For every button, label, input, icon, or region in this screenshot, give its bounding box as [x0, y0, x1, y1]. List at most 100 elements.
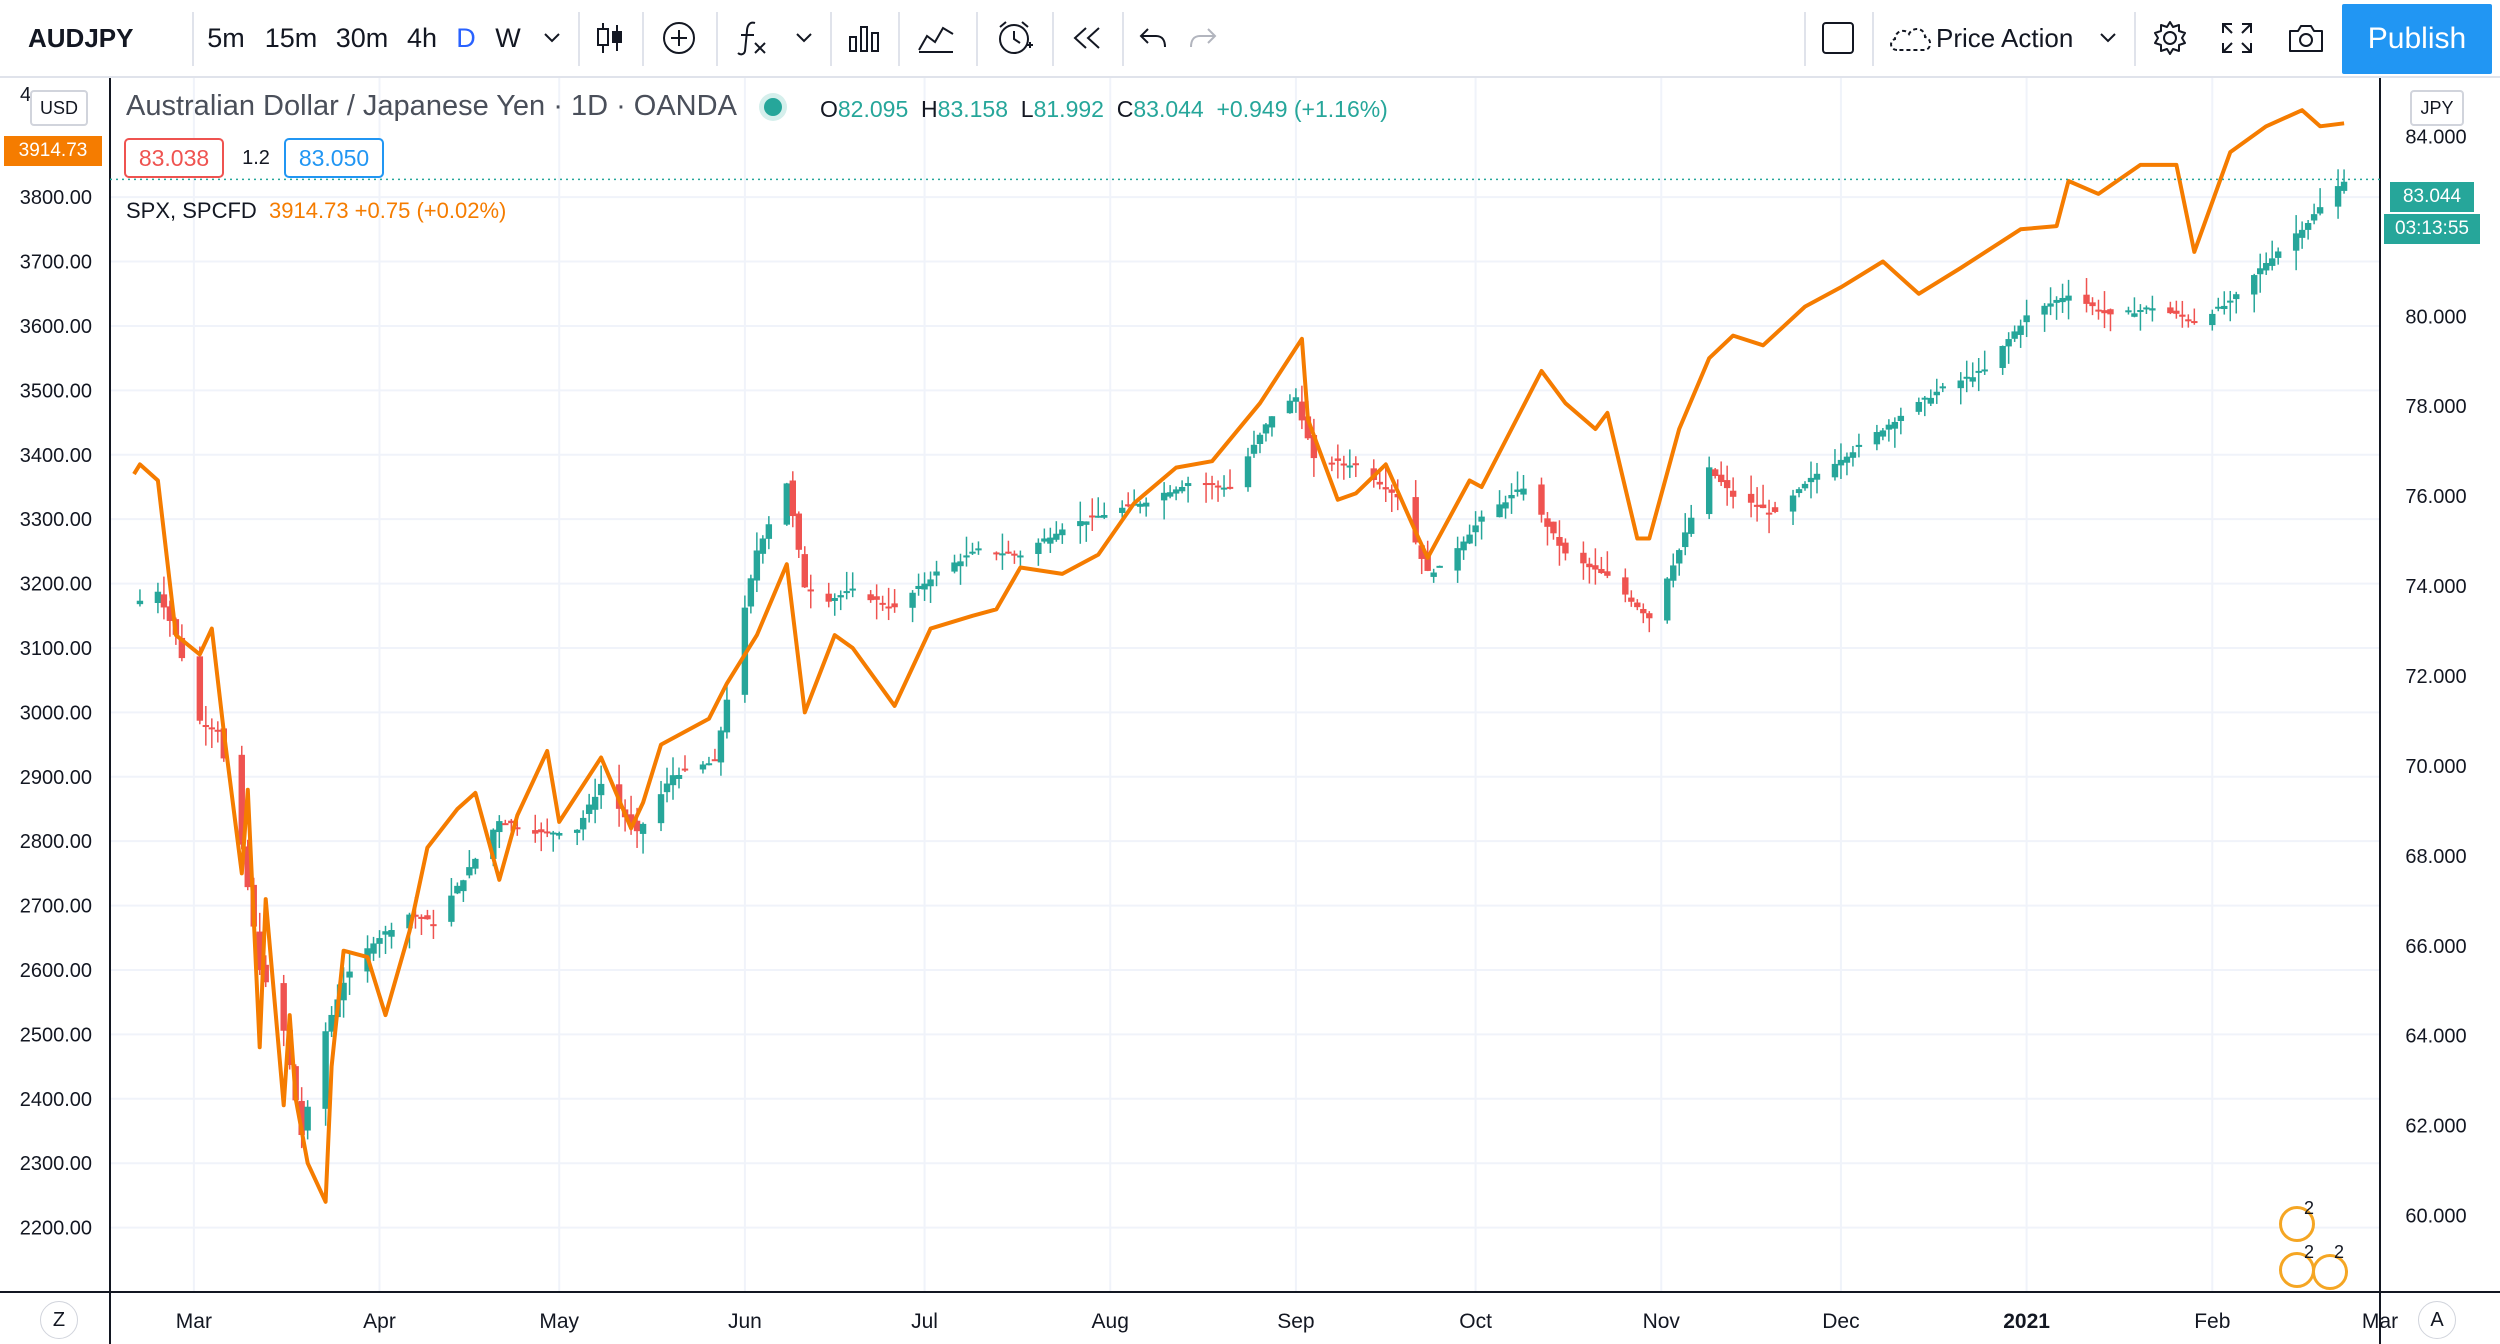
candle	[1418, 545, 1425, 575]
chevron-down-icon[interactable]	[2090, 0, 2126, 76]
candle-body	[1136, 503, 1144, 507]
chevron-down-icon[interactable]	[786, 0, 822, 76]
price-chart[interactable]: 2200.00 2300.00 2400.00 2500.00 2600.00 2700.…	[0, 78, 2500, 1344]
compare-series-legend[interactable]: SPX, SPCFD 3914.73 +0.75 (+0.02%)	[126, 198, 506, 224]
candles-chart-type-icon[interactable]	[584, 0, 636, 76]
candle	[1586, 557, 1593, 584]
interval-w[interactable]: W	[495, 22, 521, 53]
gear-icon[interactable]	[2140, 0, 2200, 76]
publish-button[interactable]: Publish	[2342, 4, 2492, 74]
candle-body	[1244, 456, 1252, 488]
candle	[1136, 501, 1144, 514]
candle	[1682, 513, 1689, 556]
candle-body	[1604, 571, 1611, 576]
candle-body	[753, 550, 761, 581]
candle-body	[1520, 488, 1527, 495]
chevron-down-icon[interactable]	[534, 0, 570, 76]
left-axis-currency-badge[interactable]: USD	[30, 90, 88, 126]
candle-body	[1298, 401, 1306, 421]
candle	[1256, 432, 1264, 454]
economic-event-flag-icon[interactable]	[2279, 1206, 2315, 1242]
candle-body	[789, 480, 796, 517]
interval-5m[interactable]: 5m	[207, 22, 245, 53]
candle	[711, 748, 719, 762]
candle	[1352, 456, 1360, 478]
sell-bid-button[interactable]: 83.038	[124, 138, 224, 178]
candle	[1334, 444, 1342, 479]
candle-body	[885, 606, 892, 609]
candle-body	[1598, 568, 1605, 574]
interval-15m[interactable]: 15m	[264, 22, 318, 53]
candle	[795, 511, 802, 559]
candle-body	[2053, 299, 2060, 303]
auto-scale-button[interactable]: A	[2418, 1301, 2456, 1339]
candle-body	[783, 483, 791, 525]
compare-add-icon[interactable]	[650, 0, 708, 76]
camera-icon[interactable]	[2276, 0, 2336, 76]
candle-body	[1939, 386, 1946, 389]
candle	[1975, 358, 1982, 392]
right-axis-currency-badge[interactable]: JPY	[2410, 90, 2464, 126]
candle	[1202, 472, 1210, 503]
candle	[927, 571, 934, 603]
candle	[1885, 419, 1893, 442]
right-axis-tick: 60.000	[2405, 1206, 2466, 1228]
candle-body	[801, 554, 808, 588]
low-value: 81.992	[1033, 96, 1104, 122]
candle	[1801, 481, 1809, 491]
layout-square-icon[interactable]	[1810, 0, 1866, 76]
series-title[interactable]: Australian Dollar / Japanese Yen · 1D · …	[126, 90, 737, 122]
replay-rewind-icon[interactable]	[1056, 0, 1118, 76]
candle-body	[346, 971, 353, 978]
left-axis-tick: 2600.00	[20, 960, 92, 982]
left-axis-tick: 2900.00	[20, 767, 92, 789]
candle	[1849, 445, 1857, 467]
candle-body	[538, 829, 545, 833]
fullscreen-icon[interactable]	[2206, 0, 2268, 76]
candle	[801, 546, 808, 588]
candle-body	[1334, 458, 1342, 461]
alert-clock-icon[interactable]	[982, 0, 1048, 76]
symbol-search-button[interactable]: AUDJPY	[28, 22, 134, 53]
candle-body	[657, 794, 665, 824]
templates-icon[interactable]	[906, 0, 966, 76]
candle-body	[1160, 492, 1168, 501]
candle	[849, 572, 856, 598]
financials-bar-icon[interactable]	[836, 0, 892, 76]
candle-body	[514, 827, 521, 830]
candle	[550, 830, 557, 852]
candle	[1017, 550, 1024, 567]
candle-body	[2179, 314, 2186, 317]
candle	[1813, 462, 1821, 494]
left-axis-tick: 3100.00	[20, 638, 92, 660]
candle	[1873, 424, 1881, 451]
candle	[1077, 501, 1084, 544]
candle-body	[2125, 310, 2132, 313]
candle-body	[1550, 521, 1557, 534]
buy-ask-button[interactable]: 83.050	[284, 138, 384, 178]
undo-icon[interactable]	[1128, 0, 1178, 76]
candle	[2137, 304, 2144, 331]
candle-body	[681, 768, 689, 771]
zoom-reset-button[interactable]: Z	[40, 1301, 78, 1339]
cloud-icon[interactable]	[1884, 0, 1936, 76]
left-axis-tick: 3200.00	[20, 574, 92, 596]
redo-icon[interactable]	[1178, 0, 1228, 76]
candle	[1286, 394, 1294, 414]
candle-body	[2107, 309, 2114, 315]
candle-body	[1202, 483, 1210, 486]
candle	[1298, 385, 1306, 430]
economic-event-flag-icon[interactable]	[2312, 1254, 2348, 1290]
candle-body	[2263, 263, 2270, 271]
candle	[1166, 485, 1174, 499]
indicators-fx-icon[interactable]	[724, 0, 780, 76]
candle	[1711, 467, 1719, 479]
interval-30m[interactable]: 30m	[335, 22, 389, 53]
interval-4h[interactable]: 4h	[406, 22, 438, 53]
right-axis-tick: 68.000	[2405, 846, 2466, 868]
candle	[1957, 372, 1964, 405]
candle-body	[1053, 533, 1060, 540]
interval-d[interactable]: D	[456, 22, 476, 53]
candle-body	[1915, 401, 1923, 412]
layout-name-label[interactable]: Price Action	[1936, 22, 2074, 53]
